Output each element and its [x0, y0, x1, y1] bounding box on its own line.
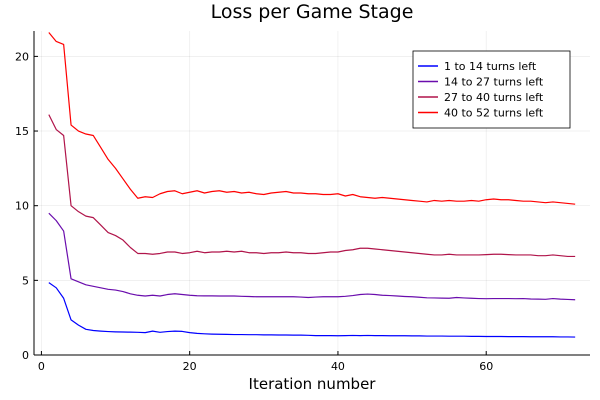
legend-box — [412, 50, 571, 129]
series-line-4 — [48, 32, 576, 205]
y-tick-label: 0 — [22, 349, 29, 362]
y-tick-label: 20 — [15, 50, 29, 63]
x-tick-label: 40 — [331, 360, 345, 373]
x-axis-label: Iteration number — [249, 375, 377, 393]
y-tick-label: 15 — [15, 125, 29, 138]
chart-title: Loss per Game Stage — [211, 1, 414, 23]
y-tick-label: 5 — [22, 274, 29, 287]
y-tick-label: 10 — [15, 200, 29, 213]
legend: 1 to 14 turns left 14 to 27 turns left 27 … — [412, 50, 571, 129]
axes: 0 20 40 60 0 5 10 15 20 — [15, 31, 590, 373]
series-line-3 — [48, 114, 576, 258]
series-line-1 — [48, 282, 576, 338]
legend-label: 14 to 27 turns left — [444, 76, 544, 89]
legend-label: 27 to 40 turns left — [444, 91, 544, 104]
x-tick-label: 60 — [479, 360, 493, 373]
legend-label: 1 to 14 turns left — [444, 60, 537, 73]
series-layer — [48, 32, 576, 338]
legend-label: 40 to 52 turns left — [444, 107, 544, 120]
x-tick-label: 0 — [38, 360, 45, 373]
x-tick-label: 20 — [183, 360, 197, 373]
series-line-2 — [48, 212, 576, 301]
